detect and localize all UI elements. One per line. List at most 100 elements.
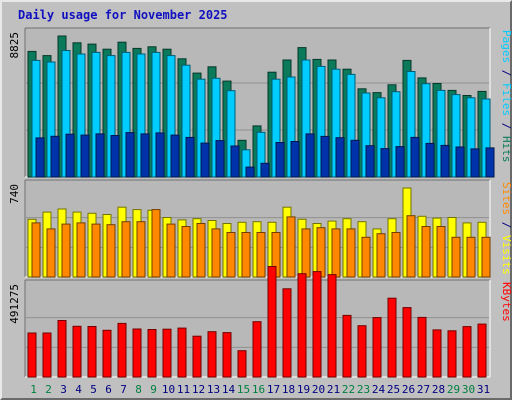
- bar-kbytes-28: [432, 329, 442, 378]
- bar-kbytes-22: [342, 314, 352, 378]
- bar-kbytes-20: [312, 271, 322, 378]
- day-label-9: 9: [150, 383, 157, 396]
- bar-pages-6: [110, 135, 120, 178]
- bar-kbytes-7: [117, 322, 127, 378]
- day-label-6: 6: [105, 383, 112, 396]
- bar-pages-8: [140, 133, 150, 178]
- bar-kbytes-21: [327, 274, 337, 378]
- bar-pages-7: [125, 132, 135, 178]
- bar-sites-1: [31, 222, 41, 278]
- bar-kbytes-9: [147, 329, 157, 378]
- bar-sites-19: [301, 228, 311, 278]
- bar-kbytes-11: [177, 327, 187, 378]
- day-label-24: 24: [372, 383, 386, 396]
- day-label-17: 17: [267, 383, 280, 396]
- day-label-3: 3: [60, 383, 67, 396]
- day-label-26: 26: [402, 383, 415, 396]
- bar-pages-30: [470, 148, 480, 178]
- day-label-4: 4: [75, 383, 82, 396]
- day-label-29: 29: [447, 383, 460, 396]
- day-label-22: 22: [342, 383, 355, 396]
- bar-sites-23: [361, 236, 371, 278]
- bar-pages-24: [380, 148, 390, 178]
- legend-entry: /: [500, 215, 512, 235]
- legend-visits-sites: Sites / Visits: [500, 182, 512, 275]
- bar-sites-13: [211, 228, 221, 278]
- bar-pages-14: [230, 145, 240, 178]
- chart-title: Daily usage for November 2025: [18, 8, 228, 22]
- day-label-21: 21: [327, 383, 340, 396]
- bar-sites-15: [241, 232, 251, 278]
- bar-kbytes-3: [57, 320, 67, 378]
- bar-kbytes-19: [297, 273, 307, 378]
- bar-sites-4: [76, 222, 86, 278]
- bar-pages-25: [395, 146, 405, 178]
- bar-sites-6: [106, 224, 116, 278]
- bar-pages-9: [155, 132, 165, 178]
- bar-sites-22: [346, 228, 356, 278]
- day-label-5: 5: [90, 383, 97, 396]
- bar-pages-21: [335, 137, 345, 178]
- bar-pages-15: [245, 166, 255, 178]
- bar-kbytes-18: [282, 288, 292, 378]
- day-label-16: 16: [252, 383, 265, 396]
- day-label-10: 10: [162, 383, 175, 396]
- day-label-7: 7: [120, 383, 127, 396]
- bar-sites-9: [151, 209, 161, 278]
- day-label-14: 14: [222, 383, 236, 396]
- bar-kbytes-2: [42, 332, 52, 378]
- ymax-label-visits-sites: 740: [8, 184, 21, 204]
- bar-pages-23: [365, 145, 375, 178]
- bar-sites-10: [166, 223, 176, 278]
- bar-pages-28: [440, 144, 450, 178]
- day-label-8: 8: [135, 383, 142, 396]
- bar-sites-25: [391, 232, 401, 278]
- legend-entry: Pages: [500, 30, 512, 63]
- legend-entry: /: [500, 116, 512, 136]
- bar-kbytes-14: [222, 332, 232, 378]
- day-label-1: 1: [30, 383, 37, 396]
- bar-pages-26: [410, 136, 420, 178]
- bar-sites-20: [316, 227, 326, 278]
- bar-sites-30: [466, 236, 476, 278]
- bar-sites-5: [91, 223, 101, 278]
- day-label-15: 15: [237, 383, 250, 396]
- day-label-25: 25: [387, 383, 400, 396]
- bar-sites-7: [121, 221, 131, 278]
- ymax-label-hits-files-pages: 8825: [8, 32, 21, 59]
- bar-sites-21: [331, 228, 341, 278]
- legend-entry: /: [500, 63, 512, 83]
- day-label-20: 20: [312, 383, 325, 396]
- bar-kbytes-29: [447, 330, 457, 378]
- bar-kbytes-25: [387, 297, 397, 378]
- bar-pages-4: [80, 134, 90, 178]
- bar-pages-1: [35, 137, 45, 178]
- bar-kbytes-1: [27, 332, 37, 378]
- bar-sites-26: [406, 215, 416, 278]
- bar-kbytes-10: [162, 328, 172, 378]
- day-label-19: 19: [297, 383, 310, 396]
- bar-pages-22: [350, 139, 360, 178]
- bar-pages-10: [170, 134, 180, 178]
- bar-sites-2: [46, 228, 56, 278]
- bar-kbytes-16: [252, 321, 262, 378]
- bar-kbytes-4: [72, 325, 82, 378]
- legend-kbytes: KBytes: [500, 282, 512, 322]
- bar-pages-16: [260, 162, 270, 178]
- bar-pages-11: [185, 136, 195, 178]
- day-label-30: 30: [462, 383, 475, 396]
- bar-kbytes-15: [237, 350, 247, 378]
- bar-pages-13: [215, 140, 225, 178]
- bar-kbytes-12: [192, 335, 202, 378]
- bar-sites-27: [421, 226, 431, 278]
- bar-pages-3: [65, 133, 75, 178]
- bar-sites-12: [196, 223, 206, 278]
- bar-kbytes-8: [132, 328, 142, 378]
- bar-pages-20: [320, 135, 330, 178]
- bar-kbytes-27: [417, 316, 427, 378]
- day-label-13: 13: [207, 383, 220, 396]
- day-label-28: 28: [432, 383, 445, 396]
- legend-entry: Hits: [500, 136, 512, 163]
- bar-kbytes-30: [462, 326, 472, 378]
- ymax-label-kbytes: 491275: [8, 284, 21, 324]
